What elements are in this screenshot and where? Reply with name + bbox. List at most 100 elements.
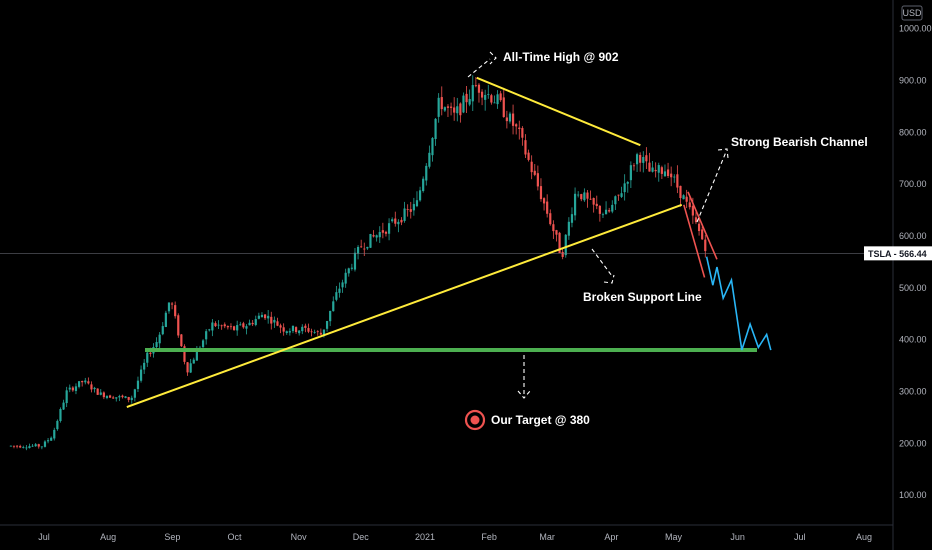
candle-body xyxy=(267,315,270,319)
candle-body xyxy=(651,167,654,172)
candle-body xyxy=(580,194,583,200)
candle-body xyxy=(549,213,552,225)
candle-body xyxy=(50,437,53,441)
y-tick-label: 900.00 xyxy=(899,75,927,85)
candle-body xyxy=(260,314,264,318)
last-price-ticker: TSLA - 566.44 xyxy=(868,249,927,259)
candle-body xyxy=(617,194,620,196)
candle-body xyxy=(68,387,71,390)
candle-body xyxy=(654,169,657,172)
candle-body xyxy=(335,292,338,300)
candle-body xyxy=(496,94,499,105)
currency-badge[interactable] xyxy=(901,5,923,21)
y-tick-label: 800.00 xyxy=(899,127,927,137)
candle-body xyxy=(558,232,561,254)
candle-body xyxy=(394,218,397,224)
candle-body xyxy=(533,170,536,175)
candle-body xyxy=(676,174,679,188)
candle-body xyxy=(201,340,205,348)
candle-body xyxy=(229,326,233,328)
candle-body xyxy=(130,397,133,401)
candle-body xyxy=(220,325,223,327)
candle-body xyxy=(46,440,50,442)
candle-body xyxy=(623,183,626,193)
candle-body xyxy=(685,196,688,202)
candle-body xyxy=(139,369,143,381)
candle-body xyxy=(62,402,65,410)
currency-label: USD xyxy=(902,8,922,18)
candle-body xyxy=(143,362,146,370)
candle-body xyxy=(226,326,229,328)
candle-body xyxy=(56,420,59,430)
candle-body xyxy=(409,209,412,212)
candle-body xyxy=(493,102,496,104)
candle-body xyxy=(561,251,564,257)
candle-body xyxy=(167,302,171,312)
candle-body xyxy=(381,230,384,233)
candle-body xyxy=(9,445,12,447)
candle-body xyxy=(329,310,332,322)
candle-body xyxy=(195,350,198,361)
candle-body xyxy=(583,192,586,201)
candle-body xyxy=(480,91,484,98)
channel-upper-line xyxy=(687,191,718,260)
candle-body xyxy=(347,268,350,274)
trendlines xyxy=(0,76,893,408)
candle-body xyxy=(505,117,508,122)
candle-body xyxy=(239,324,242,326)
candle-body xyxy=(663,171,667,177)
x-tick-label: Nov xyxy=(291,532,308,542)
candle-body xyxy=(338,288,341,293)
candle-body xyxy=(366,246,369,249)
candle-body xyxy=(146,352,149,363)
candle-body xyxy=(530,161,533,173)
candle-body xyxy=(263,314,267,319)
candle-body xyxy=(660,167,663,174)
candle-body xyxy=(74,386,78,391)
candle-body xyxy=(205,331,208,340)
candle-body xyxy=(422,178,425,192)
last-price-tag xyxy=(864,246,932,261)
candle-body xyxy=(518,127,521,130)
candle-body xyxy=(391,219,394,222)
candle-body xyxy=(567,221,570,236)
candle-body xyxy=(319,332,322,335)
candle-body xyxy=(245,326,248,329)
x-tick-label: May xyxy=(665,532,683,542)
candle-body xyxy=(397,221,400,225)
candle-body xyxy=(673,176,676,178)
candle-body xyxy=(697,223,701,232)
candle-body xyxy=(102,392,105,398)
candle-body xyxy=(149,352,152,354)
candle-body xyxy=(31,445,34,447)
candle-body xyxy=(186,362,189,373)
channel-arrowhead xyxy=(717,148,729,159)
candle-body xyxy=(701,229,704,240)
candle-body xyxy=(37,444,40,447)
x-tick-label: 2021 xyxy=(415,532,435,542)
candle-body xyxy=(288,331,291,333)
candle-body xyxy=(378,232,381,238)
x-tick-label: Oct xyxy=(227,532,242,542)
candle-body xyxy=(155,342,158,348)
candle-body xyxy=(96,388,99,395)
candle-body xyxy=(428,152,431,167)
candle-body xyxy=(174,305,177,317)
support-pointer xyxy=(591,248,613,277)
candle-body xyxy=(28,446,31,449)
candle-body xyxy=(552,224,555,232)
candle-body xyxy=(688,202,691,208)
candle-body xyxy=(431,138,434,156)
x-tick-label: Jul xyxy=(794,532,806,542)
candle-body xyxy=(118,396,121,398)
candle-body xyxy=(524,140,527,155)
y-tick-label: 700.00 xyxy=(899,179,927,189)
candle-body xyxy=(99,392,102,395)
projection-path xyxy=(705,256,772,351)
candle-body xyxy=(164,312,167,327)
falling-trendline xyxy=(476,76,641,147)
candle-body xyxy=(217,324,220,326)
x-tick-label: Mar xyxy=(539,532,555,542)
candle-body xyxy=(121,395,124,398)
